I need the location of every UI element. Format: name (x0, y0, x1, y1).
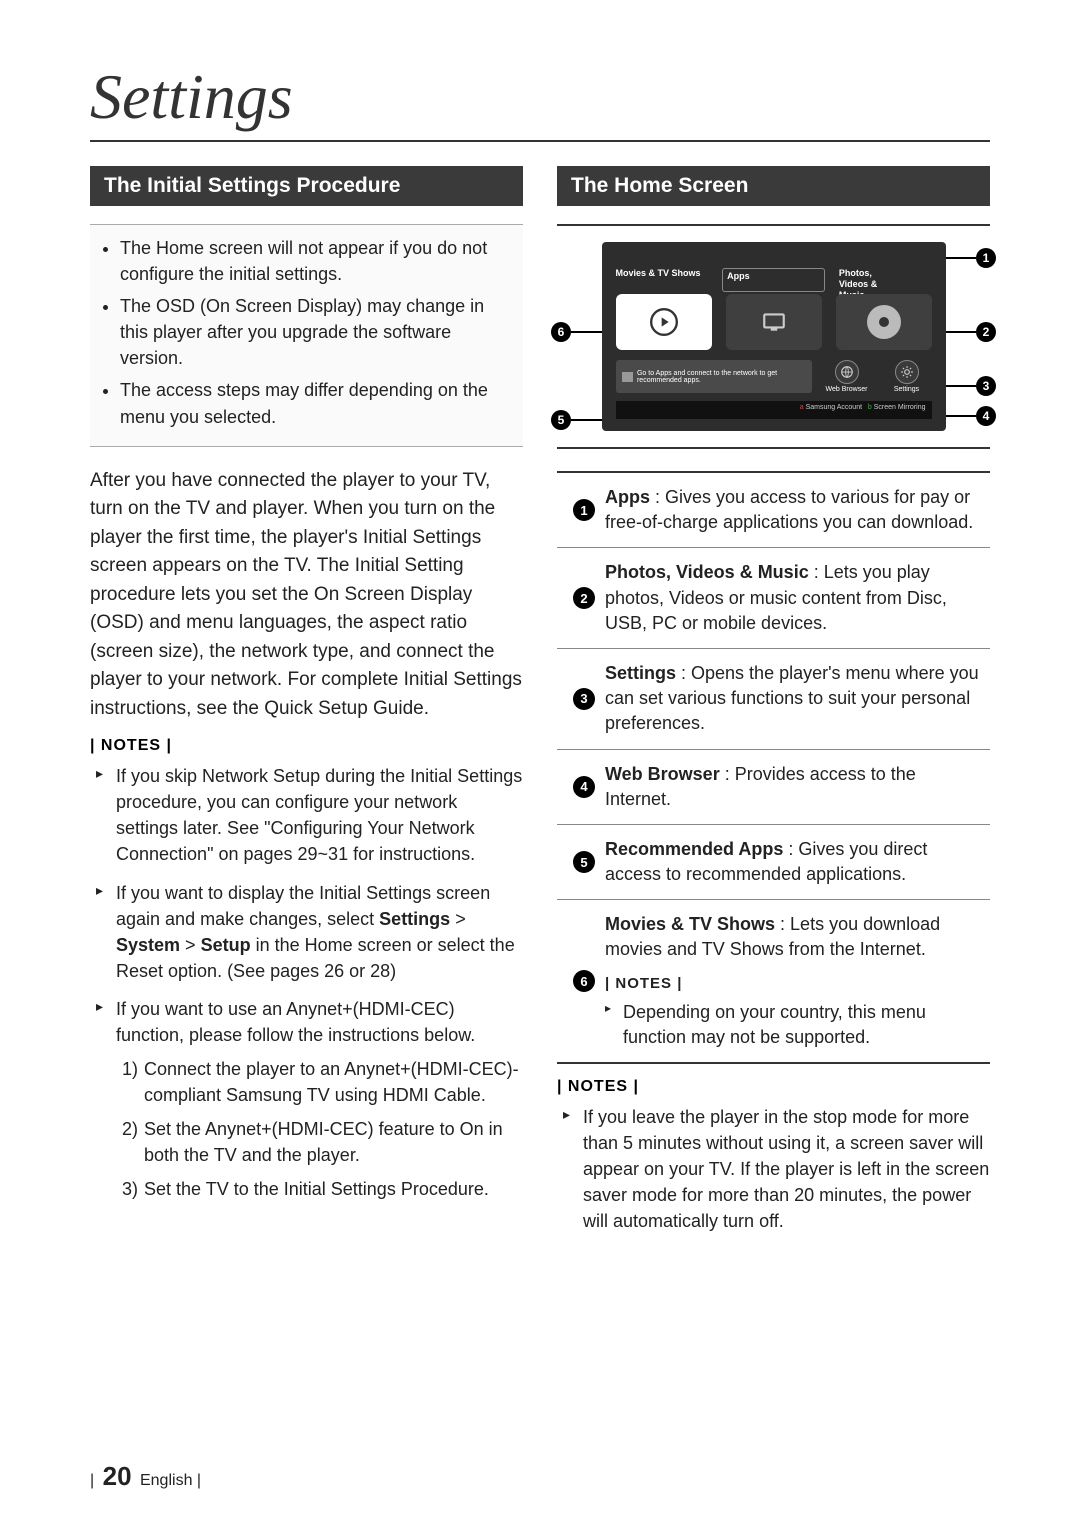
legend-number: 1 (573, 499, 595, 521)
notes-label: | NOTES | (90, 737, 523, 755)
info-box: The Home screen will not appear if you d… (90, 224, 523, 447)
web-browser-cell: Web Browser (822, 360, 872, 393)
legend-number: 4 (573, 776, 595, 798)
callout-4: 4 (976, 406, 996, 426)
tile-label-movies: Movies & TV Shows (616, 268, 709, 292)
info-bullet: The access steps may differ depending on… (120, 377, 517, 429)
legend-bold: Recommended Apps (605, 839, 783, 859)
tv-screenshot: Movies & TV Shows Apps Photos, Videos & … (602, 242, 946, 431)
note-sublist: 1)Connect the player to an Anynet+(HDMI-… (116, 1056, 523, 1202)
globe-icon (835, 360, 859, 384)
note-text: If you want to use an Anynet+(HDMI-CEC) … (116, 999, 475, 1045)
legend-row: 6 Movies & TV Shows : Lets you download … (557, 900, 990, 1062)
bold-path: System (116, 935, 180, 955)
media-icon (836, 294, 932, 350)
legend-bold: Movies & TV Shows (605, 914, 775, 934)
settings-label: Settings (894, 386, 919, 393)
legend-row: 3 Settings : Opens the player's menu whe… (557, 649, 990, 750)
home-screen-diagram: 1 2 3 4 5 6 Movies & TV Shows Apps Photo… (557, 224, 990, 449)
info-bullet: The Home screen will not appear if you d… (120, 235, 517, 287)
recommended-icon (622, 372, 633, 382)
left-section-heading: The Initial Settings Procedure (90, 166, 523, 206)
sub-text: Set the TV to the Initial Settings Proce… (144, 1179, 489, 1199)
settings-cell: Settings (882, 360, 932, 393)
sub-item: 3)Set the TV to the Initial Settings Pro… (122, 1176, 523, 1202)
secondary-row: Go to Apps and connect to the network to… (616, 360, 932, 393)
note-item: Depending on your country, this menu fun… (605, 1000, 984, 1050)
gear-icon (895, 360, 919, 384)
bold-path: Settings (379, 909, 450, 929)
sub-text: Set the Anynet+(HDMI-CEC) feature to On … (144, 1119, 503, 1165)
body-paragraph: After you have connected the player to y… (90, 467, 523, 724)
right-section-heading: The Home Screen (557, 166, 990, 206)
legend-bold: Settings (605, 663, 676, 683)
page-title: Settings (90, 60, 990, 142)
footer-right: Screen Mirroring (874, 404, 926, 411)
apps-icon (726, 294, 822, 350)
page-lang: English (140, 1472, 192, 1489)
legend-row: 1 Apps : Gives you access to various for… (557, 473, 990, 548)
notes-list: If you leave the player in the stop mode… (557, 1104, 990, 1234)
play-icon (616, 294, 712, 350)
tv-footer: a Samsung Account b Screen Mirroring (616, 401, 932, 419)
legend-inner-note: | NOTES | Depending on your country, thi… (605, 973, 984, 1050)
legend-row: 4 Web Browser : Provides access to the I… (557, 750, 990, 825)
tile-label-media: Photos, Videos & Music (839, 268, 932, 292)
legend-table: 1 Apps : Gives you access to various for… (557, 471, 990, 1064)
notes-label: | NOTES | (557, 1078, 990, 1096)
legend-rest: : Gives you access to various for pay or… (605, 487, 973, 532)
recommended-text: Go to Apps and connect to the network to… (637, 370, 806, 384)
legend-row: 2 Photos, Videos & Music : Lets you play… (557, 548, 990, 649)
callout-6: 6 (551, 322, 571, 342)
bold-path: Setup (201, 935, 251, 955)
legend-number: 6 (573, 970, 595, 992)
sep: > (180, 935, 201, 955)
legend-bold: Apps (605, 487, 650, 507)
tile-label-apps: Apps (722, 268, 825, 292)
page-number: 20 (103, 1461, 132, 1491)
two-column-layout: The Initial Settings Procedure The Home … (90, 166, 990, 1246)
note-item: If you skip Network Setup during the Ini… (96, 763, 523, 867)
info-bullet: The OSD (On Screen Display) may change i… (120, 293, 517, 371)
note-item: If you want to use an Anynet+(HDMI-CEC) … (96, 996, 523, 1203)
callout-5: 5 (551, 410, 571, 430)
notes-list: If you skip Network Setup during the Ini… (90, 763, 523, 1202)
recommended-box: Go to Apps and connect to the network to… (616, 360, 812, 393)
page-footer: | 20 English | (90, 1461, 201, 1492)
legend-number: 3 (573, 688, 595, 710)
tile-icons-row (616, 294, 932, 350)
callout-2: 2 (976, 322, 996, 342)
legend-row: 5 Recommended Apps : Gives you direct ac… (557, 825, 990, 900)
sub-item: 1)Connect the player to an Anynet+(HDMI-… (122, 1056, 523, 1108)
sub-item: 2)Set the Anynet+(HDMI-CEC) feature to O… (122, 1116, 523, 1168)
note-item: If you want to display the Initial Setti… (96, 880, 523, 984)
note-item: If you leave the player in the stop mode… (563, 1104, 990, 1234)
legend-number: 2 (573, 587, 595, 609)
legend-number: 5 (573, 851, 595, 873)
callout-1: 1 (976, 248, 996, 268)
right-column: The Home Screen 1 2 3 4 5 6 Movies & TV … (557, 166, 990, 1246)
sep: > (450, 909, 466, 929)
tile-labels-row: Movies & TV Shows Apps Photos, Videos & … (616, 268, 932, 292)
footer-left: Samsung Account (806, 404, 862, 411)
callout-3: 3 (976, 376, 996, 396)
left-column: The Initial Settings Procedure The Home … (90, 166, 523, 1246)
web-browser-label: Web Browser (826, 386, 868, 393)
sub-text: Connect the player to an Anynet+(HDMI-CE… (144, 1059, 519, 1105)
legend-bold: Photos, Videos & Music (605, 562, 809, 582)
legend-bold: Web Browser (605, 764, 720, 784)
notes-label: | NOTES | (605, 973, 984, 994)
